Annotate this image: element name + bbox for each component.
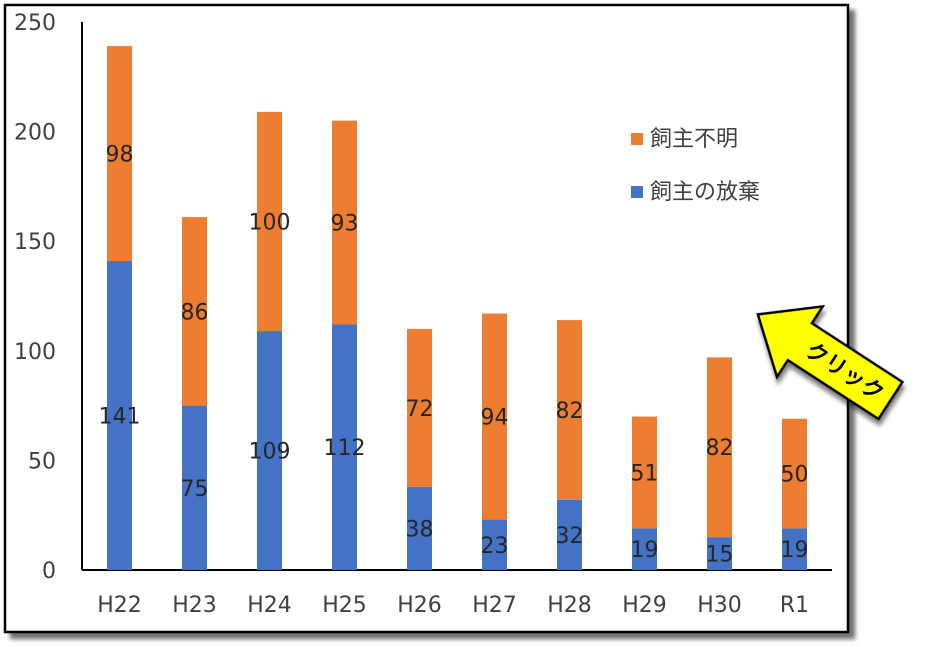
bar-segment-H23-s1	[182, 217, 207, 406]
bar-data-label: 86	[181, 300, 209, 325]
bar-data-label: 93	[331, 212, 359, 237]
bar-segment-H28-s1	[557, 320, 582, 500]
bar-data-label: 82	[706, 436, 734, 461]
bar-segment-H22-s0	[107, 260, 132, 570]
bar-segment-H26-s1	[407, 328, 432, 487]
legend-swatch-owner-abandon	[631, 186, 643, 198]
bar-data-label: 109	[249, 440, 291, 465]
bar-data-labels: 141 98 75 86 109 100 112 93 38 72 23 94 32 82 19 51 15 82…	[99, 143, 809, 568]
bar-segment-H27-s1	[482, 313, 507, 520]
bar-segment-R1-s0	[782, 528, 807, 570]
x-tick-label: H29	[622, 593, 667, 618]
y-tick-labels: 0 50 100 150 200 250	[14, 11, 56, 584]
bar-segment-H22-s1	[107, 46, 132, 261]
bar-data-label: 19	[631, 538, 659, 563]
bar-segment-H28-s0	[557, 499, 582, 570]
x-tick-labels: H22 H23 H24 H25 H26 H27 H28 H29 H30 R1	[97, 593, 809, 618]
bar-segment-H30-s0	[707, 537, 732, 570]
x-tick-label: H24	[247, 593, 292, 618]
bar-data-label: 32	[556, 524, 584, 549]
y-tick-label: 50	[28, 449, 56, 474]
bar-segment-H29-s1	[632, 416, 657, 529]
bar-segment-H24-s0	[257, 331, 282, 570]
bar-segment-H25-s1	[332, 120, 357, 325]
bar-data-label: 19	[781, 538, 809, 563]
bar-data-label: 141	[99, 404, 141, 429]
legend-label-owner-unknown: 飼主不明	[650, 127, 738, 152]
legend-swatch-owner-unknown	[631, 133, 643, 145]
bar-segment-H23-s0	[182, 405, 207, 570]
x-tick-label: H23	[172, 593, 217, 618]
bar-segment-H29-s0	[632, 528, 657, 570]
bar-data-label: 38	[406, 517, 434, 542]
bar-segment-H30-s1	[707, 357, 732, 538]
bar-data-label: 100	[249, 210, 291, 235]
x-tick-label: R1	[780, 593, 809, 618]
arrow-icon	[756, 304, 905, 421]
bar-segment-R1-s1	[782, 418, 807, 529]
bar-data-label: 15	[706, 543, 734, 568]
bar-segment-H25-s0	[332, 324, 357, 570]
bar-segment-H26-s0	[407, 486, 432, 570]
x-tick-label: H25	[322, 593, 367, 618]
bar-segment-H24-s1	[257, 111, 282, 332]
x-tick-label: H30	[697, 593, 742, 618]
bar-data-label: 112	[324, 436, 366, 461]
bar-data-label: 82	[556, 399, 584, 424]
x-tick-label: H28	[547, 593, 592, 618]
bar-data-label: 23	[481, 534, 509, 559]
bar-data-label: 50	[781, 463, 809, 488]
legend-label-owner-abandon: 飼主の放棄	[650, 180, 760, 205]
bar-data-label: 51	[631, 461, 659, 486]
y-tick-label: 200	[14, 121, 56, 146]
y-tick-label: 100	[14, 340, 56, 365]
bar-data-label: 94	[481, 406, 509, 431]
bar-data-label: 98	[106, 143, 134, 168]
bar-segment-H27-s0	[482, 519, 507, 570]
bar-series	[107, 46, 807, 570]
y-tick-label: 150	[14, 230, 56, 255]
bar-data-label: 75	[181, 477, 209, 502]
y-tick-label: 250	[14, 11, 56, 36]
bar-data-label: 72	[406, 397, 434, 422]
legend: 飼主不明 飼主の放棄	[631, 127, 760, 205]
y-tick-label: 0	[42, 559, 56, 584]
x-tick-label: H26	[397, 593, 442, 618]
x-tick-label: H22	[97, 593, 142, 618]
x-tick-label: H27	[472, 593, 517, 618]
